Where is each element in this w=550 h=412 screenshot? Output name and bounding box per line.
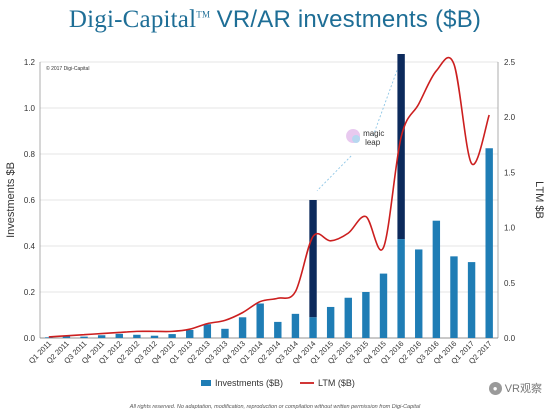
bar [415, 249, 423, 338]
y2-tick-label: 2.0 [504, 113, 516, 122]
chart-title-text: VR/AR investments ($B) [216, 6, 482, 33]
watermark-text: VR观察 [504, 383, 542, 395]
bar [45, 337, 53, 338]
footer-note: All rights reserved. No adaptation, modi… [129, 404, 421, 410]
bar [379, 273, 388, 338]
bar [344, 297, 352, 338]
bar [326, 306, 335, 338]
bar [62, 336, 71, 338]
y2-tick-label: 2.5 [504, 58, 516, 67]
legend-swatch-bars [201, 380, 211, 386]
bar [186, 329, 194, 338]
bar [133, 334, 141, 338]
bar [150, 335, 159, 338]
y-axis-title: Investments $B [5, 162, 17, 238]
annotation-text: leap [365, 138, 381, 147]
bar [467, 262, 476, 338]
bar [238, 317, 247, 338]
bar [485, 148, 493, 338]
ltm-line [48, 56, 490, 338]
y2-tick-label: 1.5 [504, 168, 516, 177]
y-tick-label: 1.0 [24, 104, 36, 113]
y-tick-label: 0.4 [24, 242, 36, 251]
bar-highlight-segment [309, 200, 317, 318]
y-tick-label: 0.2 [24, 288, 36, 297]
annotation-arrow [316, 155, 352, 192]
bar [168, 334, 176, 338]
bar [274, 321, 282, 338]
bar [203, 324, 212, 338]
y2-tick-label: 1.0 [504, 224, 516, 233]
chart-title-tm: TM [196, 9, 211, 20]
y-tick-label: 0.0 [24, 334, 36, 343]
y-tick-label: 1.2 [24, 58, 36, 67]
annotation-arrow [372, 69, 398, 137]
bar [362, 292, 370, 338]
bar [97, 335, 106, 338]
bar [80, 336, 88, 338]
magic-leap-logo-inner [352, 135, 361, 143]
y2-tick-label: 0.5 [504, 279, 516, 288]
y-tick-label: 0.6 [24, 196, 36, 205]
copyright-text: © 2017 Digi-Capital [46, 65, 89, 72]
chart-title: Digi-CapitalTM VR/AR investments ($B) [0, 6, 550, 34]
watermark: ● VR观察 [488, 380, 542, 396]
wechat-icon: ● [488, 381, 502, 395]
bar [291, 313, 300, 338]
bar-highlight-segment [397, 54, 405, 240]
legend-label: LTM ($B) [318, 378, 355, 388]
bar [221, 328, 229, 338]
bar [115, 333, 123, 338]
bar [432, 220, 441, 338]
bar [397, 239, 405, 338]
bar [256, 303, 264, 338]
y-tick-label: 0.8 [24, 150, 36, 159]
y2-tick-label: 0.0 [504, 334, 516, 343]
bar [309, 317, 317, 338]
annotation-text: magic [363, 129, 384, 138]
legend-label: Investments ($B) [215, 378, 283, 388]
bar [450, 256, 458, 338]
y2-axis-title: LTM $B [533, 181, 545, 219]
chart-title-brand: Digi-Capital [68, 6, 197, 33]
